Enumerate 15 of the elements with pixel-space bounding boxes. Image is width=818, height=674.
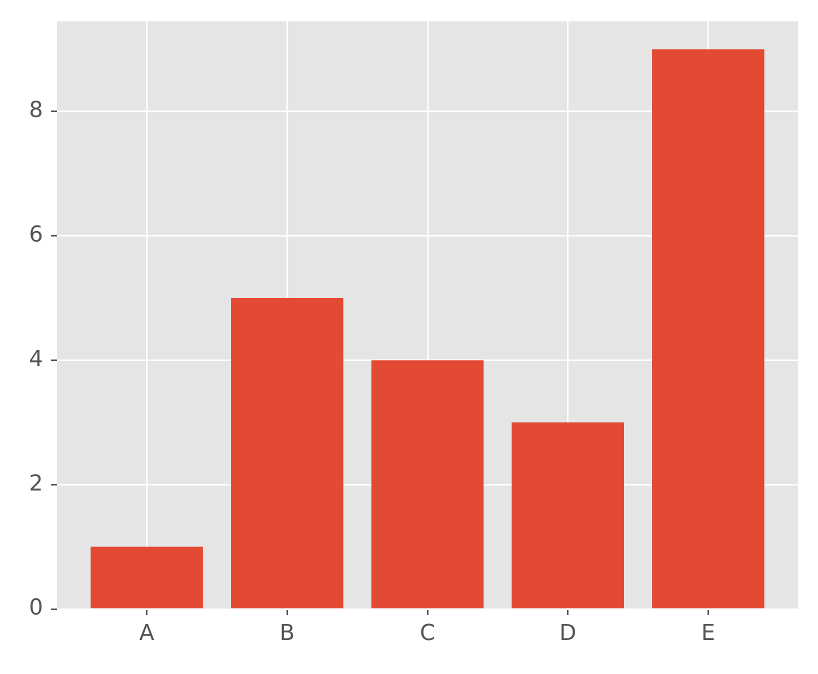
x-tick-label: B bbox=[280, 620, 295, 646]
bar bbox=[371, 360, 484, 608]
y-tick-label: 8 bbox=[29, 98, 43, 124]
bar bbox=[90, 546, 203, 608]
bar bbox=[512, 422, 624, 608]
x-tick-label: C bbox=[420, 620, 436, 646]
y-tick-label: 6 bbox=[29, 222, 43, 248]
y-tick-label: 4 bbox=[29, 346, 43, 372]
bar bbox=[652, 49, 764, 608]
x-tick-label: D bbox=[559, 620, 576, 646]
x-tick-label: E bbox=[701, 620, 716, 646]
y-tick-label: 2 bbox=[29, 471, 43, 496]
bar bbox=[231, 298, 344, 608]
x-tick-label: A bbox=[139, 620, 154, 646]
y-tick-label: 0 bbox=[29, 596, 43, 621]
